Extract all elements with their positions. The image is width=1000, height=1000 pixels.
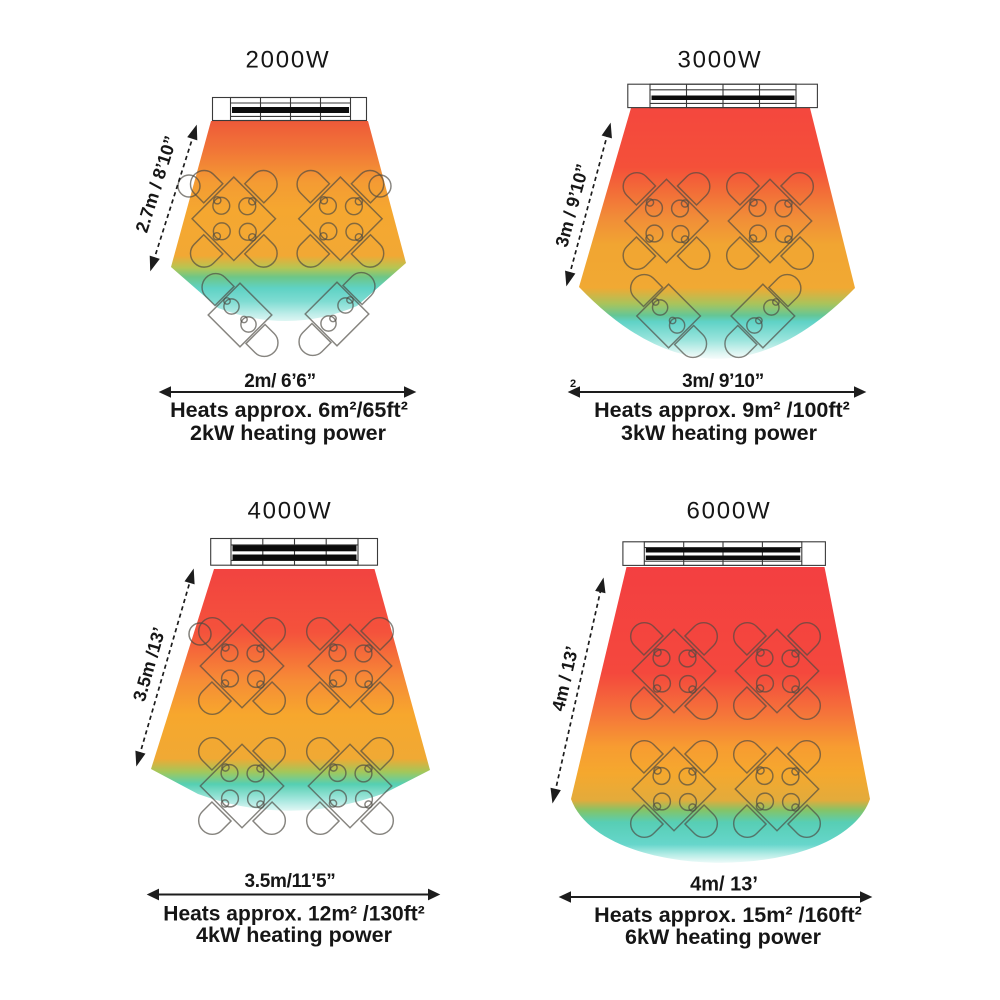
- svg-text:2kW heating power: 2kW heating power: [190, 421, 387, 445]
- svg-text:2: 2: [570, 378, 576, 390]
- svg-text:3.5m/11’5”: 3.5m/11’5”: [244, 871, 335, 892]
- svg-text:2000W: 2000W: [245, 47, 330, 74]
- svg-text:3m/ 9’10”: 3m/ 9’10”: [682, 371, 764, 392]
- svg-text:4000W: 4000W: [247, 498, 332, 525]
- svg-text:Heats approx. 6m²/65ft²: Heats approx. 6m²/65ft²: [170, 398, 408, 422]
- svg-text:2m/ 6’6”: 2m/ 6’6”: [244, 371, 316, 392]
- svg-text:6kW heating power: 6kW heating power: [625, 925, 822, 949]
- svg-text:6000W: 6000W: [686, 498, 771, 525]
- svg-text:Heats approx. 15m² /160ft²: Heats approx. 15m² /160ft²: [594, 903, 862, 927]
- svg-text:4kW heating power: 4kW heating power: [196, 923, 393, 947]
- svg-text:3kW heating power: 3kW heating power: [621, 421, 818, 445]
- svg-text:4m/ 13’: 4m/ 13’: [690, 874, 758, 896]
- svg-text:Heats approx. 9m² /100ft²: Heats approx. 9m² /100ft²: [594, 398, 850, 422]
- svg-text:Heats approx. 12m² /130ft²: Heats approx. 12m² /130ft²: [163, 903, 424, 926]
- svg-text:3000W: 3000W: [677, 47, 762, 74]
